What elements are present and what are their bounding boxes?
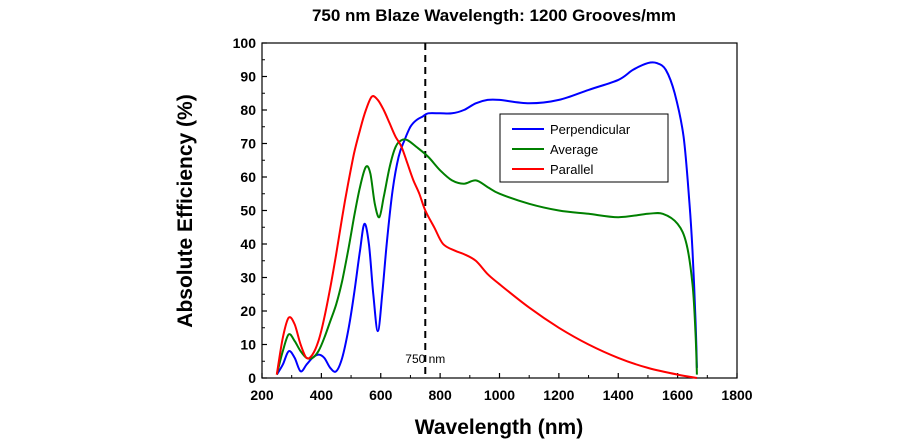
y-tick-label: 100 — [233, 35, 257, 51]
y-tick-label: 90 — [240, 69, 256, 85]
y-tick-label: 10 — [240, 337, 256, 353]
series-layer — [275, 61, 698, 379]
x-tick-label: 1600 — [662, 387, 693, 403]
chart-title: 750 nm Blaze Wavelength: 1200 Grooves/mm — [312, 6, 676, 25]
x-axis: 200 400 600 800 1000 1200 1400 1600 1800 — [250, 373, 753, 403]
y-tick-label: 60 — [240, 169, 256, 185]
y-axis: 0 10 20 30 40 50 60 70 80 90 100 — [233, 35, 267, 386]
x-tick-label: 1200 — [543, 387, 574, 403]
blaze-wavelength-label: 750 nm — [405, 352, 445, 366]
y-tick-label: 20 — [240, 303, 256, 319]
series-line-perpendicular — [275, 61, 698, 376]
x-tick-label: 1400 — [603, 387, 634, 403]
x-tick-label: 200 — [250, 387, 274, 403]
y-axis-title: Absolute Efficiency (%) — [174, 94, 197, 327]
y-tick-label: 30 — [240, 270, 256, 286]
series-line-average — [275, 138, 698, 375]
x-tick-label: 1000 — [484, 387, 515, 403]
x-axis-title: Wavelength (nm) — [415, 416, 583, 439]
legend-label-perpendicular: Perpendicular — [550, 122, 631, 137]
series-line-parallel — [275, 95, 698, 379]
legend-label-parallel: Parallel — [550, 162, 593, 177]
y-tick-label: 70 — [240, 136, 256, 152]
x-tick-label: 600 — [369, 387, 393, 403]
y-tick-label: 40 — [240, 236, 256, 252]
x-tick-label: 400 — [310, 387, 334, 403]
y-tick-label: 0 — [248, 370, 256, 386]
plot-frame — [261, 42, 738, 379]
legend: Perpendicular Average Parallel — [499, 113, 669, 183]
legend-label-average: Average — [550, 142, 598, 157]
y-tick-label: 50 — [240, 203, 256, 219]
x-tick-label: 1800 — [721, 387, 752, 403]
x-tick-label: 800 — [428, 387, 452, 403]
y-tick-label: 80 — [240, 102, 256, 118]
